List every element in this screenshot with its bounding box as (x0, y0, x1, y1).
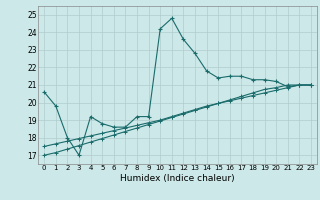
X-axis label: Humidex (Indice chaleur): Humidex (Indice chaleur) (120, 174, 235, 183)
